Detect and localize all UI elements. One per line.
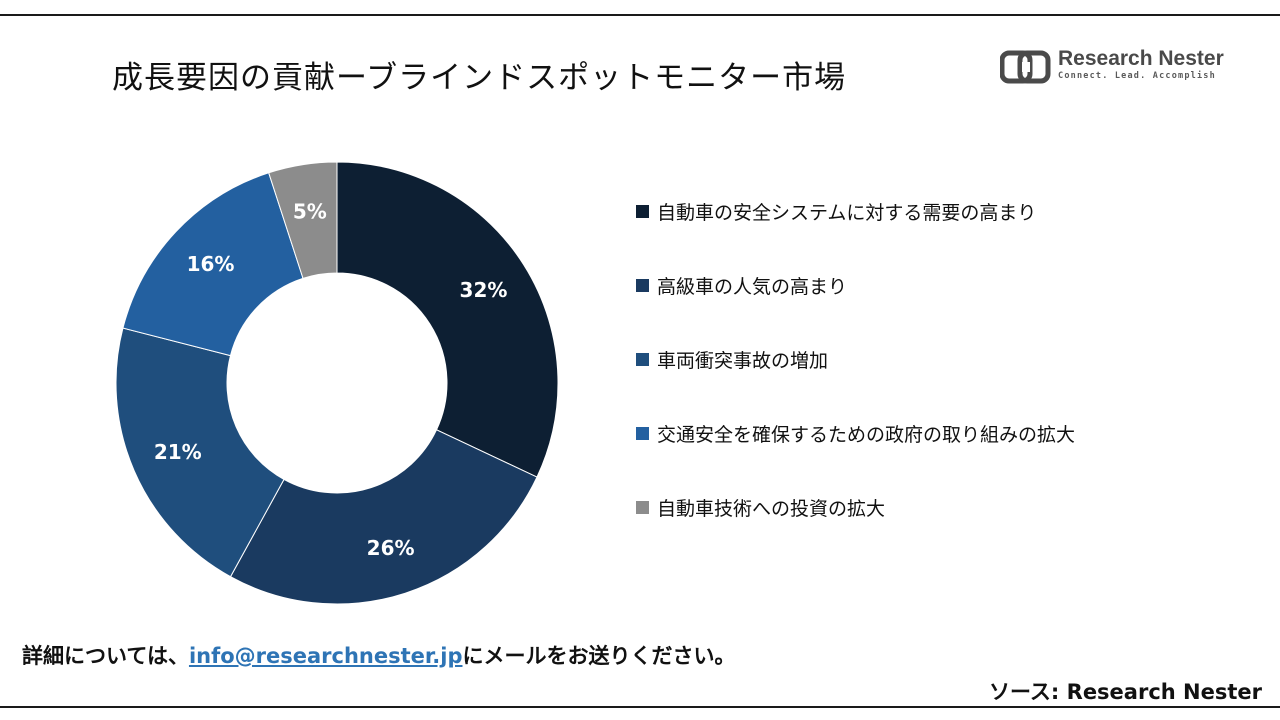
legend-item-1: 自動車の安全システムに対する需要の高まり [636,198,1036,225]
logo-tagline: Connect. Lead. Accomplish [1058,71,1216,81]
legend-label-2: 高級車の人気の高まり [657,276,848,298]
bottom-rule [0,706,1280,708]
legend-swatch-5 [636,501,649,514]
legend-swatch-1 [636,205,649,218]
legend-swatch-2 [636,279,649,292]
contact-footer: 詳細については、info@researchnester.jpにメールをお送りくだ… [22,640,735,670]
donut-slice-3 [115,327,285,578]
donut-chart: 32% 26% 21% 16% 5% [115,161,559,605]
donut-slice-4 [122,172,304,357]
logo-mark-icon [1000,50,1051,84]
legend-label-1: 自動車の安全システムに対する需要の高まり [657,202,1037,224]
donut-slice-1 [336,161,559,478]
legend-label-4: 交通安全を確保するための政府の取り組みの拡大 [657,424,1076,446]
donut-slice-2 [229,429,538,605]
legend-item-4: 交通安全を確保するための政府の取り組みの拡大 [636,420,1075,447]
slice-label-4: 16% [187,252,235,276]
legend-label-5: 自動車技術への投資の拡大 [657,498,886,520]
logo-name: Research Nester [1058,47,1224,70]
source-credit: ソース: Research Nester [988,680,1262,704]
footer-suffix: にメールをお送りください。 [462,644,736,668]
legend-item-2: 高級車の人気の高まり [636,272,847,299]
email-link[interactable]: info@researchnester.jp [188,644,463,668]
legend-swatch-4 [636,427,649,440]
slice-label-5: 5% [293,200,327,224]
legend-swatch-3 [636,353,649,366]
donut-slice-5 [268,161,338,280]
legend-item-5: 自動車技術への投資の拡大 [636,494,885,521]
footer-prefix: 詳細については、 [22,644,189,668]
legend-item-3: 車両衝突事故の増加 [636,346,828,373]
top-rule [0,14,1280,16]
page-title: 成長要因の貢献ーブラインドスポットモニター市場 [112,60,847,96]
slice-label-3: 21% [154,440,202,464]
slice-label-2: 26% [367,536,415,560]
slice-label-1: 32% [460,278,508,302]
research-nester-logo: Research Nester Connect. Lead. Accomplis… [1000,47,1224,88]
legend-label-3: 車両衝突事故の増加 [657,350,829,372]
